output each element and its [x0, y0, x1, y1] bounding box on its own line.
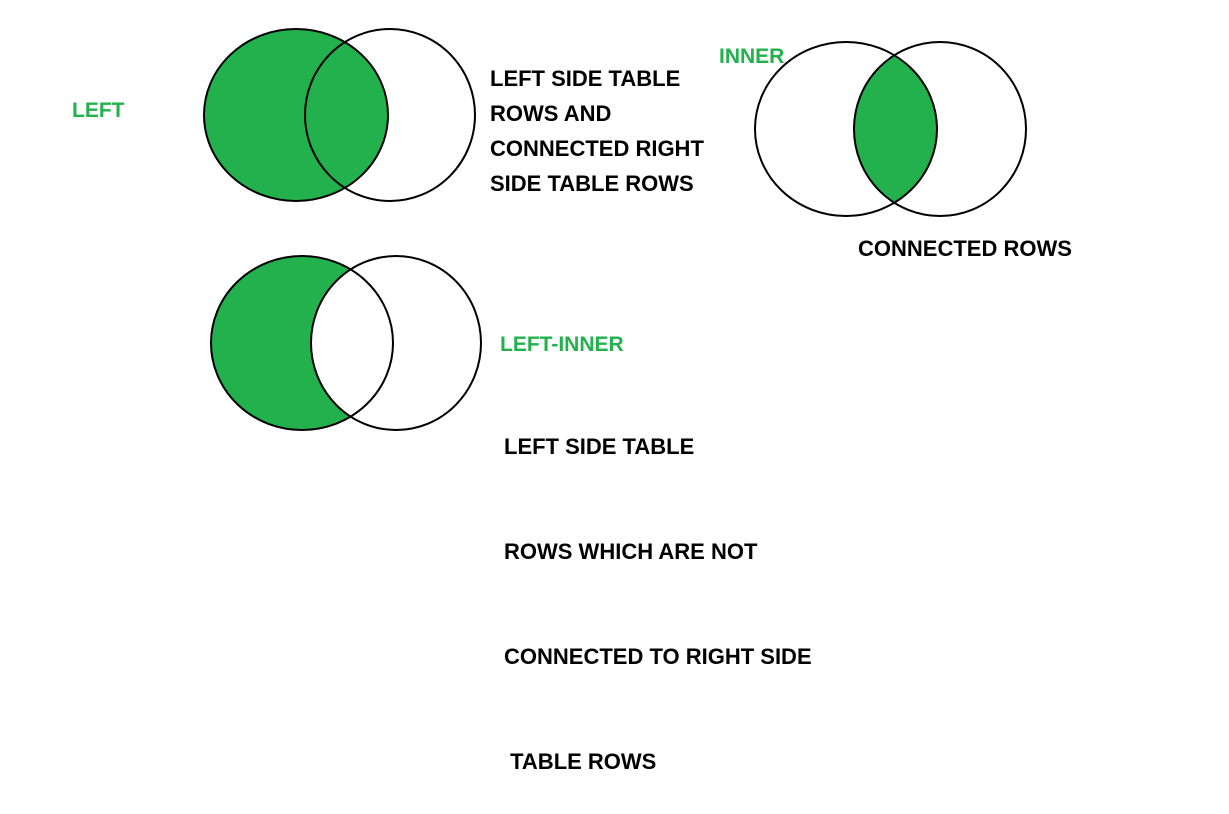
left-join-venn — [203, 28, 476, 202]
inner-join-intersection — [854, 42, 937, 216]
inner-join-description: CONNECTED ROWS — [858, 231, 1072, 266]
inner-join-venn — [754, 41, 1027, 217]
left-join-description-line: ROWS AND — [490, 101, 612, 126]
left-join-label: LEFT — [72, 99, 125, 122]
left-inner-join-right-circle — [310, 255, 482, 431]
left-inner-join-venn — [210, 255, 482, 431]
venn-diagrams — [203, 28, 1027, 431]
inner-join-label: INNER — [719, 45, 785, 68]
left-inner-join-description-line: ROWS WHICH ARE NOT — [504, 539, 758, 564]
left-inner-join-left-only-region — [211, 256, 393, 430]
left-join-left-circle — [203, 28, 389, 202]
left-inner-join-description: LEFT SIDE TABLE ROWS WHICH ARE NOT CONNE… — [504, 359, 812, 814]
left-join-description-line: LEFT SIDE TABLE — [490, 66, 681, 91]
left-join-description: LEFT SIDE TABLE ROWS AND CONNECTED RIGHT… — [490, 61, 704, 201]
inner-join-description-line: CONNECTED ROWS — [858, 236, 1072, 261]
left-join-description-line: CONNECTED RIGHT — [490, 136, 704, 161]
left-inner-join-label: LEFT-INNER — [500, 333, 624, 356]
inner-join-right-circle — [853, 41, 1027, 217]
inner-join-left-circle — [754, 41, 938, 217]
left-join-right-circle — [304, 28, 476, 202]
left-join-description-line: SIDE TABLE ROWS — [490, 171, 694, 196]
left-inner-join-left-circle — [210, 255, 394, 431]
left-inner-join-description-line: TABLE ROWS — [504, 749, 657, 774]
left-inner-join-description-line: LEFT SIDE TABLE — [504, 434, 695, 459]
left-inner-join-description-line: CONNECTED TO RIGHT SIDE — [504, 644, 812, 669]
